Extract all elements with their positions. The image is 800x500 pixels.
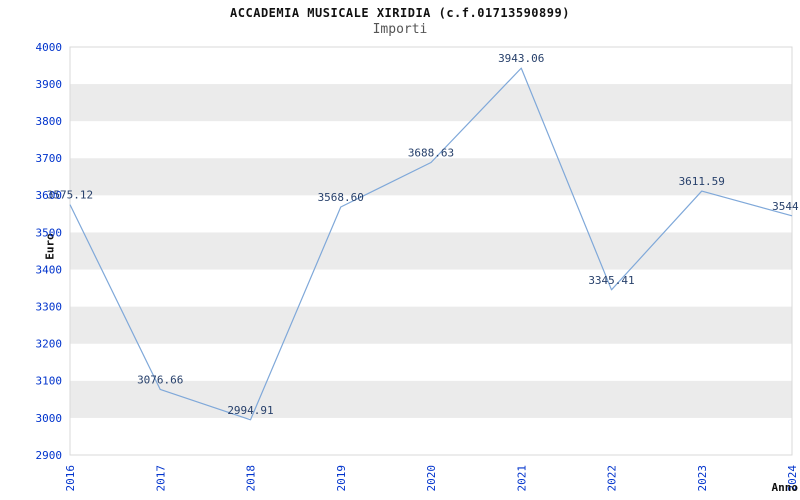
point-label: 3611.59 [679,175,725,188]
point-label: 3688.63 [408,146,454,159]
y-tick-label: 3800 [36,115,63,128]
x-tick-label: 2020 [425,465,438,492]
point-label: 2994.91 [227,404,273,417]
grid-band [70,84,792,122]
x-tick-label: 2023 [696,465,709,492]
plot-border [69,46,793,456]
x-tick-label: 2019 [335,465,348,492]
x-tick-label: 2021 [515,465,528,492]
x-axis-title: Anno [771,481,799,494]
x-tick-label: 2016 [64,465,77,492]
chart-subtitle: Importi [372,22,428,37]
y-tick-label: 3700 [36,152,63,165]
y-tick-label: 3000 [36,412,63,425]
y-tick-label: 3600 [36,189,63,202]
y-tick-label: 3400 [36,263,63,276]
point-label: 3943.06 [498,52,544,65]
data-line [69,67,793,421]
y-tick-label: 4000 [36,41,63,54]
point-label: 3568.60 [318,191,364,204]
grid-band [70,158,792,196]
chart-title: ACCADEMIA MUSICALE XIRIDIA (c.f.01713590… [230,6,570,20]
point-label: 3345.41 [588,274,634,287]
y-tick-label: 3500 [36,226,63,239]
y-tick-label: 3100 [36,375,63,388]
x-tick-label: 2018 [245,465,258,492]
grid-band [70,232,792,270]
point-label: 3575.12 [47,189,93,202]
x-tick-label: 2024 [786,465,799,492]
y-tick-label: 2900 [36,449,63,462]
point-label: 3076.66 [137,373,183,386]
y-tick-label: 3200 [36,338,63,351]
y-tick-label: 3300 [36,300,63,313]
grid-band [70,306,792,344]
point-label: 3544.9 [772,200,800,213]
x-tick-label: 2022 [606,465,619,492]
y-tick-label: 3900 [36,78,63,91]
x-tick-label: 2017 [154,465,167,492]
